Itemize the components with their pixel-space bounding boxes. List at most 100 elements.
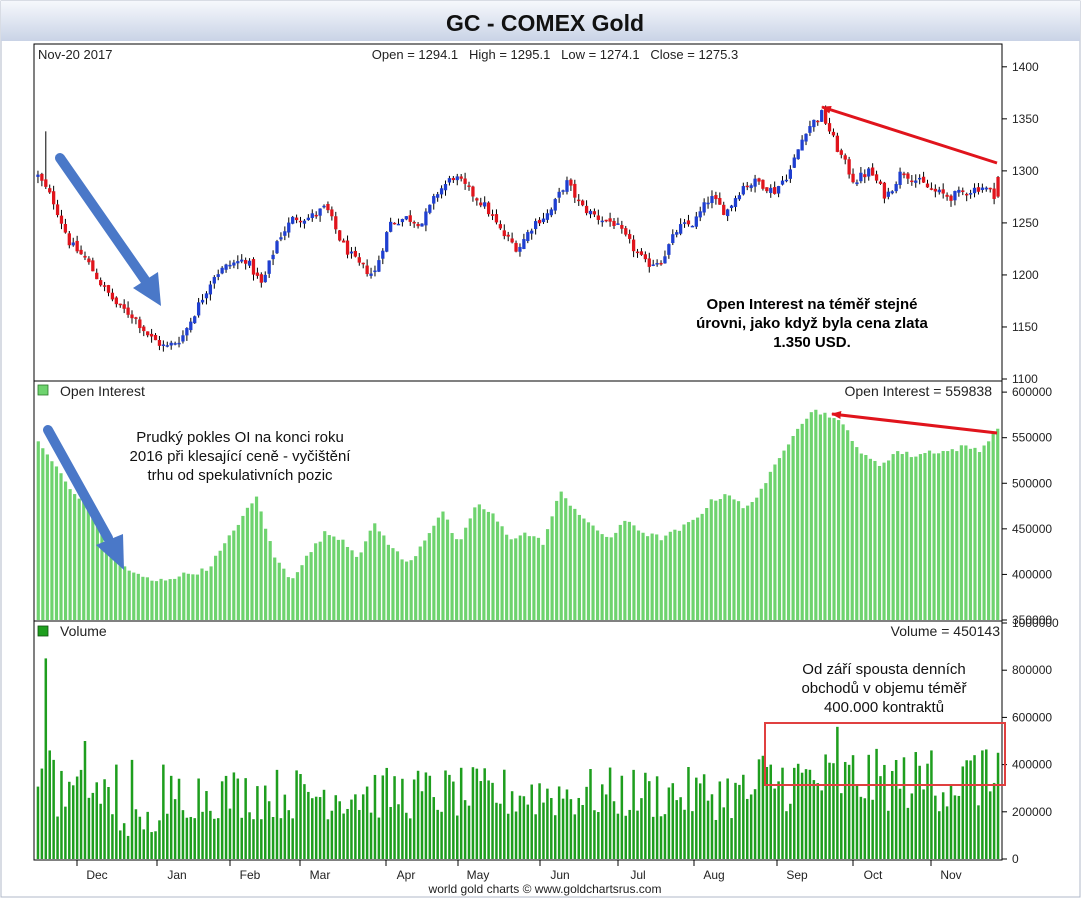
candle-body — [44, 179, 48, 187]
candle-body — [436, 194, 440, 198]
volume-bar — [295, 770, 298, 859]
volume-bar — [742, 774, 745, 859]
candle — [314, 211, 318, 219]
oi-bar — [327, 535, 331, 620]
oi-bar — [136, 573, 140, 620]
price-note-line2: úrovni, jako když byla cena zlata — [696, 315, 928, 332]
candle — [988, 187, 992, 193]
volume-bar — [894, 759, 898, 859]
oi-bar — [477, 504, 481, 620]
title-bar — [1, 1, 1080, 41]
oi-bar — [227, 535, 231, 620]
volume-bar — [412, 779, 416, 859]
oi-bar — [796, 428, 800, 620]
volume-bar — [318, 797, 322, 859]
volume-bar — [36, 786, 40, 859]
candle-body — [933, 188, 937, 192]
candle-body — [667, 244, 671, 255]
volume-bar — [408, 818, 412, 859]
candle-body — [612, 220, 616, 226]
candle-body — [216, 274, 220, 277]
volume-bar — [906, 807, 910, 859]
oi-bar — [141, 576, 145, 620]
volume-bar — [651, 816, 655, 859]
volume-bar — [311, 798, 314, 859]
oi-bar — [118, 561, 122, 620]
candle — [765, 187, 769, 194]
candle — [851, 168, 855, 184]
volume-bar — [710, 794, 714, 859]
oi-bar — [550, 516, 554, 620]
volume-bar — [377, 817, 381, 859]
candle-body — [921, 176, 926, 183]
candle — [604, 219, 608, 223]
candle — [506, 231, 510, 242]
oi-bar — [591, 525, 595, 620]
candle-body — [87, 258, 91, 263]
oi-bar — [977, 452, 982, 620]
candle — [287, 217, 291, 238]
candle-body — [392, 222, 397, 225]
candle — [302, 219, 307, 229]
candle-body — [138, 319, 142, 329]
candle — [624, 225, 628, 237]
volume-bar — [134, 809, 138, 859]
volume-bar — [71, 785, 75, 859]
volume-bar — [879, 776, 882, 859]
candle-body — [870, 167, 875, 176]
candle — [584, 200, 589, 216]
candle-body — [714, 195, 718, 200]
oi-bar — [723, 494, 727, 620]
price-note-line1: Open Interest na téměř stejné — [707, 296, 918, 313]
oi-bar — [518, 535, 522, 620]
oi-bar — [200, 568, 204, 620]
candle-body — [910, 180, 914, 183]
candle-body — [792, 157, 796, 168]
candle-body — [698, 211, 702, 218]
candle-body — [236, 261, 240, 264]
x-tick-label: Nov — [940, 868, 961, 882]
candle-body — [271, 254, 275, 260]
volume-bar — [275, 769, 279, 859]
candle-body — [545, 213, 550, 220]
candle — [306, 214, 310, 221]
volume-bar — [796, 763, 800, 859]
volume-bar — [216, 818, 220, 859]
oi-bar — [473, 507, 477, 620]
volume-bar — [244, 778, 247, 859]
oi-bar — [818, 414, 822, 620]
candle-body — [204, 293, 209, 299]
candle-body — [369, 273, 373, 276]
oi-bar — [932, 453, 936, 620]
oi-bar — [505, 534, 509, 620]
price-y-tick-label: 1400 — [1012, 60, 1039, 74]
volume-bar — [659, 816, 663, 859]
oi-bar — [41, 448, 45, 620]
volume-bar — [346, 808, 349, 859]
candle — [651, 259, 655, 267]
candle-body — [404, 216, 408, 220]
oi-bar — [423, 540, 427, 620]
candle-body — [228, 264, 232, 267]
oi-bar — [459, 539, 463, 620]
candle — [271, 250, 275, 266]
volume-bar — [181, 810, 185, 859]
volume-bar — [40, 768, 44, 859]
oi-bar — [809, 412, 813, 620]
volume-bar — [166, 813, 169, 859]
volume-bar — [44, 658, 48, 859]
candle-body — [130, 314, 134, 319]
candle-body — [134, 317, 138, 319]
footer-credit: world gold charts © www.goldchartsrus.co… — [428, 882, 662, 896]
candle-body — [165, 345, 169, 347]
candle-body — [91, 260, 95, 272]
candle-body — [663, 256, 667, 264]
candle — [722, 201, 726, 216]
candle-body — [741, 186, 745, 195]
candle — [827, 117, 832, 134]
volume-bar — [863, 798, 867, 859]
candle-body — [193, 316, 197, 324]
candle-body — [831, 131, 836, 136]
volume-bar — [949, 784, 953, 859]
candle-body — [980, 187, 985, 191]
